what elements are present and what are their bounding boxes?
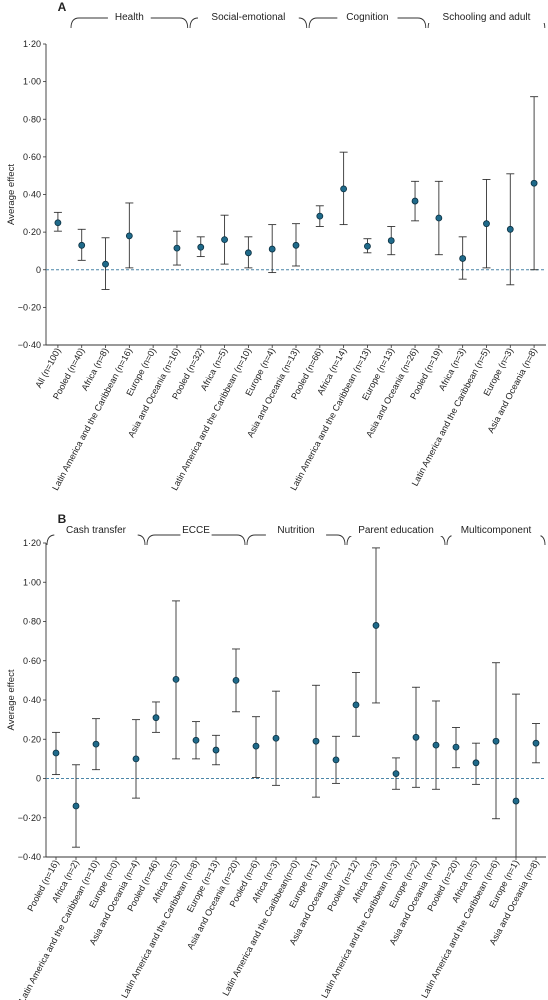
group-label-bg xyxy=(451,524,541,536)
data-point xyxy=(432,741,440,749)
data-point xyxy=(492,737,500,745)
x-tick-label: Pooled (n=16) xyxy=(25,858,60,913)
group-label: Parent education xyxy=(358,525,434,536)
y-tick-label: 0·60 xyxy=(23,152,41,162)
data-point xyxy=(252,742,260,750)
data-point xyxy=(452,743,460,751)
data-point xyxy=(125,232,133,240)
data-point xyxy=(78,241,86,249)
group-label: Multicomponent xyxy=(461,525,532,536)
data-point xyxy=(316,212,324,220)
y-tick-label: 1·20 xyxy=(23,39,41,49)
data-point xyxy=(232,676,240,684)
data-point xyxy=(392,770,400,777)
data-point xyxy=(197,243,205,251)
data-point xyxy=(244,249,252,257)
group-label-bg xyxy=(54,524,138,536)
data-point xyxy=(173,244,181,252)
data-point xyxy=(92,740,100,748)
data-point xyxy=(387,237,395,244)
group-label: ECCE xyxy=(182,525,210,536)
panel-a: A 1·20 1·00 0·80 0·60 0·40 0·20 0 −0·20 −0·40 Aver… xyxy=(6,0,546,492)
y-tick-label: −0·20 xyxy=(18,813,41,823)
data-point xyxy=(172,675,180,683)
data-point xyxy=(102,260,109,268)
data-point xyxy=(152,714,160,722)
y-axis-label: Average effect xyxy=(6,669,17,730)
group-label: Cash transfer xyxy=(66,525,127,536)
data-point xyxy=(364,242,371,250)
data-point xyxy=(292,241,300,249)
y-tick-label: 1·20 xyxy=(23,538,41,548)
data-point xyxy=(435,214,443,222)
data-point xyxy=(212,746,220,754)
data-point xyxy=(411,197,419,205)
data-point xyxy=(332,756,340,764)
group-label-bg xyxy=(197,11,299,23)
data-point xyxy=(272,734,280,742)
data-point xyxy=(72,802,80,810)
y-tick-label: 1·00 xyxy=(23,77,41,87)
data-point xyxy=(340,185,348,193)
data-point xyxy=(512,797,520,805)
data-point xyxy=(268,245,276,253)
data-point xyxy=(221,236,228,244)
data-point xyxy=(52,749,60,757)
data-point xyxy=(412,733,420,741)
y-tick-label: 0·80 xyxy=(23,114,41,124)
y-tick-label: 0·40 xyxy=(23,695,41,705)
y-tick-label: 0·60 xyxy=(23,656,41,666)
group-label-bg xyxy=(427,11,546,23)
y-tick-label: −0·40 xyxy=(18,852,41,862)
group-label: Health xyxy=(115,12,144,23)
data-point xyxy=(54,219,62,227)
group-label-bg xyxy=(265,524,327,536)
y-tick-label: 0·20 xyxy=(23,734,41,744)
data-point xyxy=(132,755,140,763)
group-label: Social-emotional xyxy=(211,12,285,23)
y-tick-label: 0·40 xyxy=(23,190,41,200)
data-point xyxy=(312,737,320,745)
group-label-bg xyxy=(345,524,447,536)
y-tick-label: 0 xyxy=(36,774,41,784)
data-point xyxy=(352,701,360,709)
group-label-bg xyxy=(107,11,151,23)
group-label-bg xyxy=(337,11,398,23)
panel-b: B 1·20 1·00 0·80 0·60 0·40 0·20 0 −0·20 −0·40 Aver… xyxy=(6,512,546,1000)
y-tick-label: 0 xyxy=(36,265,41,275)
panel-label: B xyxy=(58,512,67,526)
x-tick-label: Latin America and the Caribbean (n=10) xyxy=(17,858,101,1000)
group-label: Cognition xyxy=(346,12,388,23)
data-point xyxy=(530,179,538,187)
data-point xyxy=(483,220,490,228)
data-point xyxy=(459,255,467,262)
group-label: Schooling and adult xyxy=(443,12,531,23)
y-tick-label: 0·20 xyxy=(23,227,41,237)
group-label: Nutrition xyxy=(277,525,314,536)
y-tick-label: 0·80 xyxy=(23,617,41,627)
y-tick-label: −0·20 xyxy=(18,302,41,312)
data-point xyxy=(472,759,480,767)
data-point xyxy=(192,736,200,744)
y-tick-label: −0·40 xyxy=(18,340,41,350)
panel-label: A xyxy=(58,0,67,14)
data-point xyxy=(532,739,540,747)
data-point xyxy=(506,225,514,233)
y-tick-label: 1·00 xyxy=(23,577,41,587)
data-point xyxy=(372,622,380,629)
y-axis-label: Average effect xyxy=(6,164,17,225)
group-label-bg xyxy=(180,524,212,536)
